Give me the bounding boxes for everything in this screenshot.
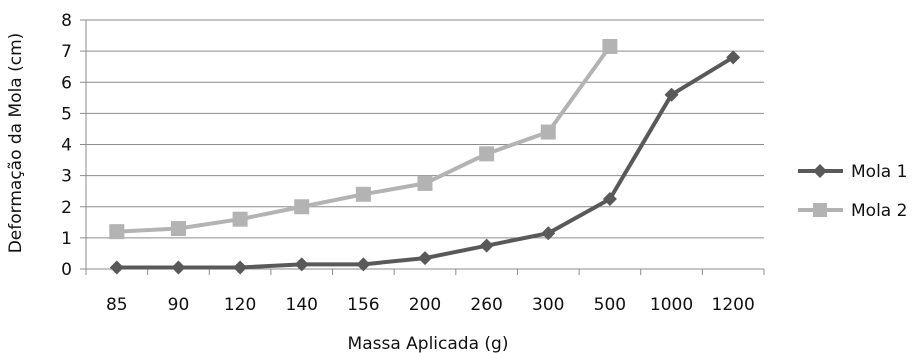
data-point-mola-2-120 [232,211,248,227]
x-tick-label-156: 156 [347,295,379,315]
series-line-mola-2 [114,44,612,234]
series-line-mola-1 [114,55,736,270]
legend-label-mola-1: Mola 1 [851,162,907,182]
x-tick-label-260: 260 [470,295,502,315]
data-point-mola-1-85 [109,260,124,275]
data-point-mola-2-300 [540,124,556,140]
axes [80,19,765,275]
data-point-mola-1-156 [356,257,371,272]
y-tick-label-4: 4 [61,136,72,156]
y-tick-label-6: 6 [61,73,72,93]
x-tick-label-300: 300 [532,295,564,315]
tick-labels: 0 1 2 3 4 5 6 7 8 85 90 120 140 156 200 260 300 500 1000 12… [61,11,755,315]
data-point-mola-1-1000 [664,87,679,102]
data-point-mola-2-500 [602,38,618,54]
data-point-mola-2-200 [417,175,433,191]
data-point-mola-2-90 [170,221,186,237]
series-group [109,38,741,275]
gridlines [86,19,764,239]
data-point-mola-1-1200 [726,50,741,65]
y-tick-label-0: 0 [61,260,72,280]
data-point-mola-1-200 [418,251,432,266]
x-tick-label-1000: 1000 [650,295,693,315]
legend: Mola 1 Mola 2 [798,162,907,221]
data-point-mola-1-300 [541,226,556,241]
x-tick-label-200: 200 [409,295,441,315]
legend-item-mola-1: Mola 1 [798,162,907,182]
data-point-mola-2-140 [294,199,310,215]
y-tick-label-5: 5 [61,104,72,124]
legend-item-mola-2: Mola 2 [798,201,907,221]
y-tick-label-1: 1 [61,229,72,249]
x-tick-label-120: 120 [224,295,256,315]
y-tick-label-3: 3 [61,167,72,187]
data-point-mola-1-140 [294,257,309,272]
data-point-mola-2-85 [109,224,125,240]
x-tick-label-90: 90 [168,295,190,315]
x-tick-label-85: 85 [106,295,128,315]
x-tick-label-140: 140 [286,295,318,315]
data-point-mola-2-260 [479,146,495,162]
legend-label-mola-2: Mola 2 [851,201,907,221]
x-tick-label-500: 500 [594,295,626,315]
x-tick-label-1200: 1200 [712,295,755,315]
y-tick-label-2: 2 [61,198,72,218]
y-axis-title: Deformação da Mola (cm) [6,33,26,254]
data-point-mola-1-500 [602,191,617,206]
x-axis-title: Massa Aplicada (g) [348,334,509,353]
y-tick-label-7: 7 [61,42,72,62]
data-point-mola-2-156 [355,186,371,202]
data-point-mola-1-120 [233,260,248,275]
data-point-mola-1-260 [479,238,494,253]
legend-marker-mola-1 [813,164,827,178]
y-tick-label-8: 8 [61,11,72,31]
data-point-mola-1-90 [171,260,186,275]
legend-marker-mola-2 [813,203,827,217]
